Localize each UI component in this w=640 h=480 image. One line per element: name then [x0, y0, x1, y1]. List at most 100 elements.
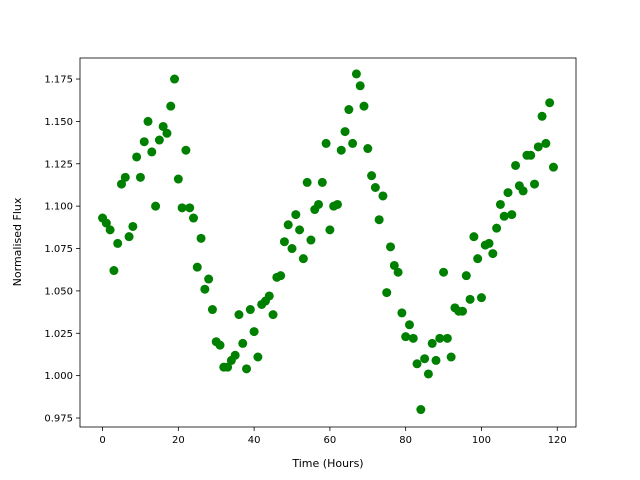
x-tick-label: 0: [99, 435, 105, 446]
point: [200, 284, 210, 294]
point: [116, 179, 126, 189]
point: [378, 191, 388, 201]
x-tick-label: 100: [472, 435, 491, 446]
point: [420, 354, 430, 364]
point: [279, 237, 289, 247]
y-tick-label: 1.175: [44, 75, 73, 86]
y-tick-label: 1.000: [44, 371, 73, 382]
point: [541, 138, 551, 148]
x-tick-label: 40: [248, 435, 261, 446]
point: [548, 162, 558, 172]
point: [359, 101, 369, 111]
point: [151, 201, 161, 211]
x-axis-label: Time (Hours): [291, 457, 363, 470]
point: [386, 242, 396, 252]
point: [355, 81, 365, 91]
point: [526, 150, 536, 160]
point: [473, 254, 483, 264]
point: [113, 238, 123, 248]
point: [401, 332, 411, 342]
y-tick-label: 1.025: [44, 329, 73, 340]
point: [230, 350, 240, 360]
point: [135, 172, 145, 182]
point: [495, 199, 505, 209]
point: [382, 288, 392, 298]
point: [374, 215, 384, 225]
point: [298, 254, 308, 264]
x-tick-label: 20: [172, 435, 185, 446]
point: [499, 211, 509, 221]
x-tick-label: 80: [399, 435, 412, 446]
point: [188, 213, 198, 223]
plot-frame: [79, 57, 577, 428]
point: [105, 225, 115, 235]
point: [416, 405, 426, 415]
y-tick-label: 1.050: [44, 286, 73, 297]
point: [291, 210, 301, 220]
point: [215, 340, 225, 350]
point: [530, 179, 540, 189]
point: [154, 135, 164, 145]
point: [533, 142, 543, 152]
point: [143, 116, 153, 126]
point: [469, 232, 479, 242]
point: [162, 128, 172, 138]
point: [196, 233, 206, 243]
point: [435, 333, 445, 343]
point: [109, 266, 119, 276]
point: [158, 121, 168, 131]
point: [370, 182, 380, 192]
x-tick-label: 60: [324, 435, 337, 446]
point: [204, 274, 214, 284]
point: [242, 364, 252, 374]
point: [332, 199, 342, 209]
point: [245, 305, 255, 315]
point: [132, 152, 142, 162]
point: [389, 260, 399, 270]
point: [264, 291, 274, 301]
point: [518, 186, 528, 196]
point: [287, 244, 297, 254]
point: [185, 203, 195, 213]
point: [404, 320, 414, 330]
point: [314, 199, 324, 209]
point: [511, 160, 521, 170]
point: [461, 271, 471, 281]
point: [348, 138, 358, 148]
point: [120, 172, 130, 182]
y-tick-label: 1.075: [44, 244, 73, 255]
point: [503, 188, 513, 198]
x-tick-label: 120: [548, 435, 567, 446]
point: [101, 218, 111, 228]
point: [439, 267, 449, 277]
point: [397, 308, 407, 318]
point: [317, 177, 327, 187]
point: [465, 294, 475, 304]
point: [363, 144, 373, 154]
point: [446, 352, 456, 362]
y-tick-label: 1.100: [44, 202, 73, 213]
point: [492, 223, 502, 233]
point: [488, 249, 498, 259]
point: [537, 111, 547, 121]
point: [207, 305, 217, 315]
point: [431, 355, 441, 365]
point: [139, 137, 149, 147]
point: [484, 238, 494, 248]
point: [268, 310, 278, 320]
point: [306, 235, 316, 245]
point: [177, 203, 187, 213]
y-tick-label: 0.975: [44, 414, 73, 425]
point: [344, 105, 354, 115]
point: [147, 147, 157, 157]
point: [302, 177, 312, 187]
point: [181, 145, 191, 155]
point: [192, 262, 202, 272]
point: [340, 127, 350, 137]
point: [408, 333, 418, 343]
point: [545, 98, 555, 108]
point: [166, 101, 176, 111]
point: [276, 271, 286, 281]
y-tick-label: 1.150: [44, 117, 73, 128]
